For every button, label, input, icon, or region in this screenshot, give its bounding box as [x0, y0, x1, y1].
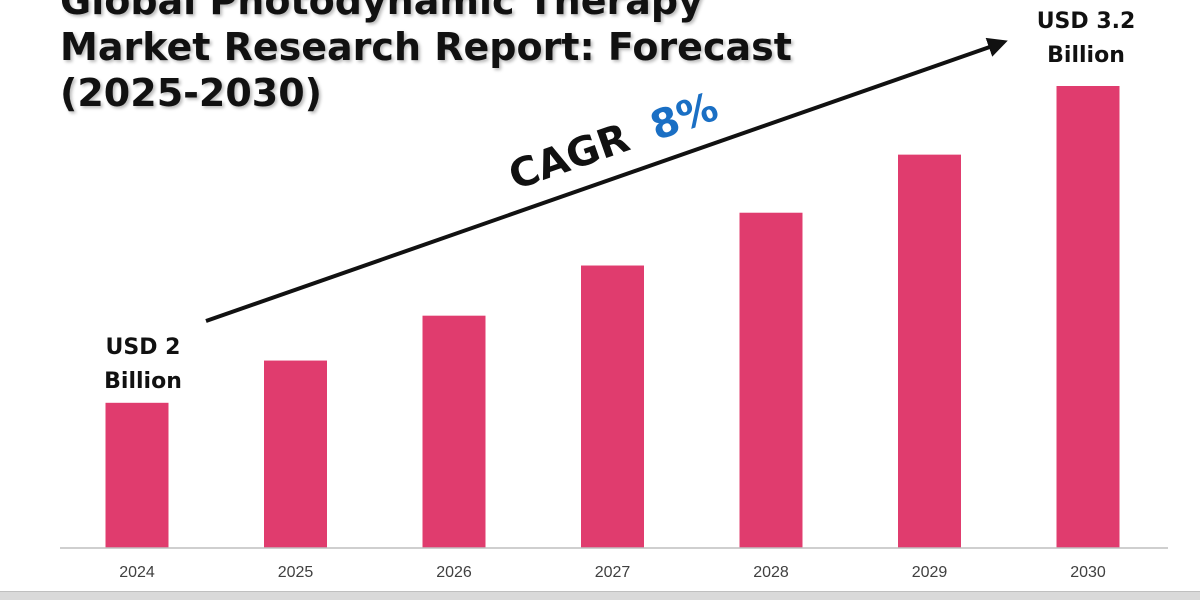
bar-2030: [1056, 86, 1120, 548]
cagr-value: 8%: [645, 84, 724, 150]
bar-2024: [105, 402, 169, 548]
bar-2028: [739, 212, 803, 548]
x-tick-2024: 2024: [119, 564, 155, 581]
x-tick-2025: 2025: [278, 564, 314, 581]
x-tick-2030: 2030: [1070, 564, 1106, 581]
start-value-line-2: Billion: [104, 369, 182, 394]
bar-2026: [422, 315, 486, 548]
x-tick-labels: 2024 2025 2026 2027 2028 2029 2030: [119, 564, 1106, 581]
x-tick-2027: 2027: [595, 564, 631, 581]
bottom-strip: [0, 591, 1200, 600]
chart-title: Global Photodynamic Therapy Market Resea…: [60, 0, 792, 116]
start-value-line-1: USD 2: [106, 335, 181, 360]
bar-2025: [264, 360, 327, 548]
x-tick-2028: 2028: [753, 564, 789, 581]
bar-2029: [898, 154, 961, 548]
growth-arrow: [205, 37, 1008, 323]
cagr-annotation: CAGR 8%: [503, 84, 724, 199]
end-value-line-2: Billion: [1047, 43, 1125, 68]
bars-group: [105, 86, 1120, 548]
bar-2027: [581, 265, 644, 548]
title-line-1: Global Photodynamic Therapy: [60, 0, 703, 23]
end-value-line-1: USD 3.2: [1037, 9, 1136, 34]
title-line-3: (2025-2030): [60, 71, 323, 115]
x-tick-2026: 2026: [436, 564, 472, 581]
cagr-label: CAGR: [503, 115, 635, 199]
title-line-2: Market Research Report: Forecast: [60, 25, 792, 69]
x-tick-2029: 2029: [912, 564, 948, 581]
